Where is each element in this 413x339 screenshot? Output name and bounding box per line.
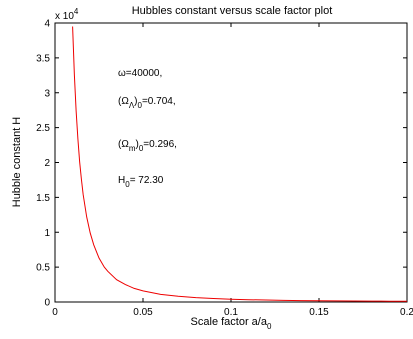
y-axis-ticks: 0 0.5 1 1.5 2 2.5 3 3.5 4 [36,19,407,309]
annotations: ω=40000, (ΩΛ)0=0.704, (Ωm)0=0.296, H0= 72.3… [118,68,177,189]
y-axis-exponent-base: x 10 [55,11,74,22]
y-axis-exponent: x 104 [55,7,79,22]
y-tick-label: 0 [44,298,50,309]
y-axis-label: Hubble constant H [11,117,23,208]
x-tick-label: 0.15 [309,307,329,318]
x-axis-label-subscript: 0 [267,322,272,331]
x-tick-label: 0.1 [224,307,238,318]
x-tick-label: 0.05 [133,307,153,318]
y-tick-label: 4 [44,19,50,30]
annotation-text: (Ωm)0=0.296, [118,139,177,153]
y-axis-exponent-power: 4 [74,7,79,16]
series-line [72,26,408,302]
y-tick-label: 2.5 [36,123,50,134]
y-tick-label: 3.5 [36,53,50,64]
annotation-text: ω=40000, [118,68,162,79]
annotation-text: (ΩΛ)0=0.704, [118,96,176,110]
y-tick-label: 1 [44,228,50,239]
y-tick-label: 1.5 [36,193,50,204]
y-tick-label: 2 [44,158,50,169]
x-axis-label-main: Scale factor a/a [191,316,268,328]
x-tick-label: 0 [52,307,58,318]
y-tick-label: 3 [44,88,50,99]
x-axis-ticks: 0 0.05 0.1 0.15 0.2 [52,23,413,318]
x-axis-label: Scale factor a/a0 [191,316,272,331]
chart-title: Hubbles constant versus scale factor plo… [132,5,333,17]
y-tick-label: 0.5 [36,263,50,274]
annotation-text: H0= 72.30 [118,175,164,189]
x-tick-label: 0.2 [400,307,413,318]
series-layer [72,26,408,302]
